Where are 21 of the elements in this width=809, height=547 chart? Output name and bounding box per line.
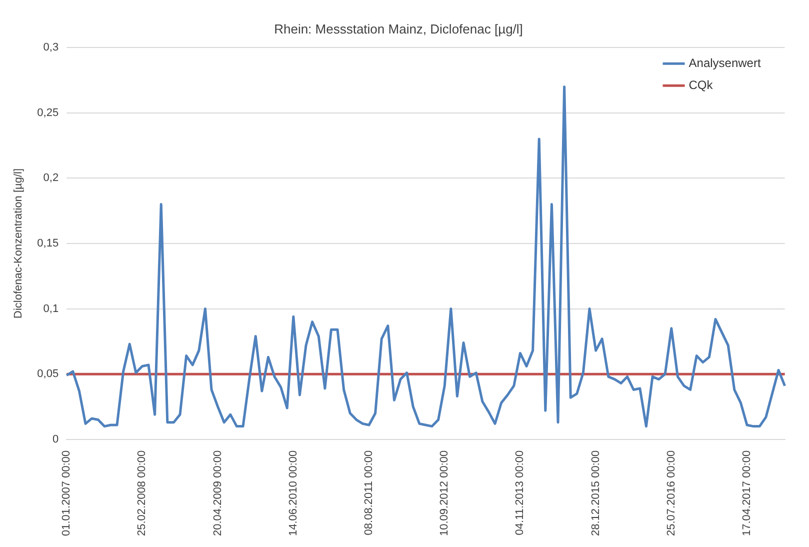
x-tick-label: 20.04.2009 00:00 [212, 450, 224, 536]
y-tick-label: 0 [52, 433, 59, 446]
y-axis-title: Diclofenac-Konzentration [µg/l] [12, 168, 25, 318]
legend-label: Analysenwert [688, 56, 762, 70]
x-tick-label: 08.08.2011 00:00 [363, 450, 376, 536]
y-tick-label: 0,25 [37, 106, 59, 119]
y-tick-label: 0,15 [37, 238, 59, 250]
x-tick-label: 10.09.2012 00:00 [438, 450, 451, 536]
y-tick-label: 0,2 [43, 172, 59, 184]
y-tick-label: 0,05 [37, 368, 59, 380]
legend-label: CQk [688, 78, 714, 92]
x-tick-label: 28.12.2015 00:00 [590, 450, 602, 536]
x-tick-label: 01.01.2007 00:00 [60, 450, 73, 536]
y-tick-label: 0,1 [43, 302, 59, 315]
chart-title: Rhein: Messstation Mainz, Diclofenac [µg/l] [274, 21, 523, 36]
y-tick-label: 0,3 [43, 42, 59, 54]
x-tick-label: 25.02.2008 00:00 [136, 450, 148, 536]
x-tick-label: 25.07.2016 00:00 [665, 450, 678, 536]
x-tick-label: 04.11.2013 00:00 [514, 450, 526, 536]
x-tick-label: 14.06.2010 00:00 [287, 450, 300, 536]
x-tick-label: 17.04.2017 00:00 [741, 450, 754, 536]
